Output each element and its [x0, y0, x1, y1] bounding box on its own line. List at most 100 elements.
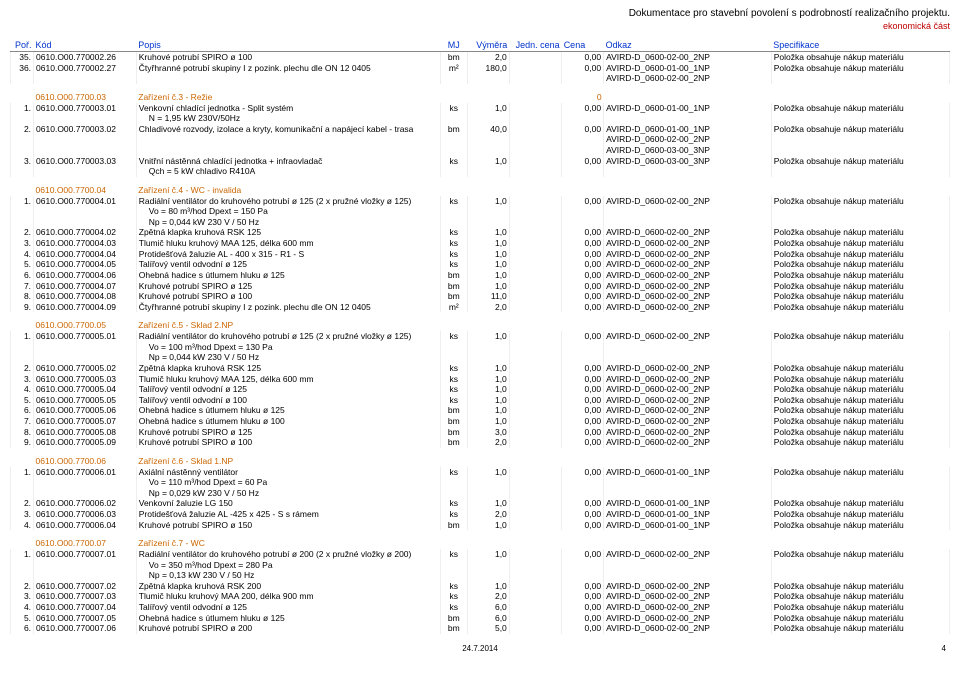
row-por: 7.	[11, 281, 34, 292]
row-cena: 0,00	[562, 602, 604, 613]
row-sub: Vo = 80 m³/hod Dpext = 150 Pa	[136, 206, 440, 217]
table-row: Qch = 5 kW chladivo R410A	[11, 166, 950, 177]
row-vym: 1,0	[467, 156, 509, 167]
row-por: 3.	[11, 509, 34, 520]
section-cena	[562, 538, 604, 549]
row-odkaz: AVIRD-D_0600-02-00_2NP	[604, 281, 772, 292]
row-vym: 1,0	[467, 270, 509, 281]
row-vym: 1,0	[467, 103, 509, 114]
row-mj: ks	[440, 331, 467, 342]
row-mj: bm	[440, 52, 467, 63]
section-kod: 0610.O00.7700.06	[34, 456, 137, 467]
row-kod: 0610.O00.770006.02	[34, 498, 137, 509]
row-kod: 0610.O00.770004.06	[34, 270, 137, 281]
row-vym: 1,0	[467, 467, 509, 478]
table-row: 0610.O00.7700.07Zařízení č.7 - WC	[11, 538, 950, 549]
row-por: 2.	[11, 227, 34, 238]
row-kod: 0610.O00.770003.03	[34, 156, 137, 167]
table-row: 5.0610.O00.770004.05Talířový ventil odvo…	[11, 259, 950, 270]
section-kod: 0610.O00.7700.07	[34, 538, 137, 549]
section-popis: Zařízení č.6 - Sklad 1.NP	[136, 456, 440, 467]
col-vym: Výměra	[467, 39, 509, 52]
row-spec: Položka obsahuje nákup materiálu	[771, 270, 949, 281]
row-odkaz	[604, 560, 772, 571]
row-cena: 0,00	[562, 591, 604, 602]
table-row	[11, 84, 950, 92]
row-spec: Položka obsahuje nákup materiálu	[771, 613, 949, 624]
row-mj: bm	[440, 124, 467, 135]
row-odkaz: AVIRD-D_0600-02-00_2NP	[604, 384, 772, 395]
row-por: 7.	[11, 416, 34, 427]
table-row: 2.0610.O00.770006.02Venkovní žaluzie LG …	[11, 498, 950, 509]
row-por: 2.	[11, 363, 34, 374]
footer-page: 4	[942, 644, 946, 653]
row-popis: Čtyřhranné potrubí skupiny I z pozink. p…	[136, 302, 440, 313]
table-row: 6.0610.O00.770007.06Kruhové potrubí SPIR…	[11, 623, 950, 634]
row-cena: 0,00	[562, 227, 604, 238]
row-popis: Kruhové potrubí SPIRO ø 125	[136, 427, 440, 438]
row-vym: 1,0	[467, 238, 509, 249]
row-cena: 0,00	[562, 302, 604, 313]
row-por: 6.	[11, 623, 34, 634]
row-popis: Protidešťová žaluzie AL -425 x 425 - S s…	[136, 509, 440, 520]
table-row: 9.0610.O00.770005.09Kruhové potrubí SPIR…	[11, 437, 950, 448]
row-odkaz: AVIRD-D_0600-01-00_1NP	[604, 103, 772, 114]
row-mj: ks	[440, 374, 467, 385]
row-vym: 1,0	[467, 549, 509, 560]
table-row: 1.0610.O00.770003.01Venkovní chladící je…	[11, 103, 950, 114]
row-vym: 180,0	[467, 63, 509, 74]
row-kod: 0610.O00.770002.27	[34, 63, 137, 74]
row-mj: ks	[440, 602, 467, 613]
row-spec: Položka obsahuje nákup materiálu	[771, 124, 949, 135]
row-spec: Položka obsahuje nákup materiálu	[771, 384, 949, 395]
row-popis: Radiální ventilátor do kruhového potrubí…	[136, 331, 440, 342]
table-row: AVIRD-D_0600-02-00_2NP	[11, 134, 950, 145]
row-odkaz: AVIRD-D_0600-02-00_2NP	[604, 259, 772, 270]
row-kod: 0610.O00.770004.08	[34, 291, 137, 302]
row-cena: 0,00	[562, 63, 604, 74]
row-por: 3.	[11, 374, 34, 385]
row-mj: ks	[440, 103, 467, 114]
col-por: Poř.	[11, 39, 34, 52]
row-cena: 0,00	[562, 427, 604, 438]
row-cena: 0,00	[562, 331, 604, 342]
table-row: 0610.O00.7700.03Zařízení č.3 - Režie0	[11, 92, 950, 103]
row-kod: 0610.O00.770004.05	[34, 259, 137, 270]
table-row: 7.0610.O00.770005.07Ohebná hadice s útlu…	[11, 416, 950, 427]
row-por: 9.	[11, 302, 34, 313]
row-cena: 0,00	[562, 103, 604, 114]
row-vym: 40,0	[467, 124, 509, 135]
table-row: 0610.O00.7700.06Zařízení č.6 - Sklad 1.N…	[11, 456, 950, 467]
row-popis: Tlumič hluku kruhový MAA 125, délka 600 …	[136, 238, 440, 249]
row-por: 1.	[11, 103, 34, 114]
row-por: 6.	[11, 270, 34, 281]
table-row: Vo = 80 m³/hod Dpext = 150 Pa	[11, 206, 950, 217]
col-jc: Jedn. cena	[509, 39, 561, 52]
row-por: 5.	[11, 613, 34, 624]
row-kod: 0610.O00.770003.02	[34, 124, 137, 135]
row-spec: Položka obsahuje nákup materiálu	[771, 196, 949, 207]
row-mj: ks	[440, 395, 467, 406]
table-row: 4.0610.O00.770005.04Talířový ventil odvo…	[11, 384, 950, 395]
row-vym: 5,0	[467, 623, 509, 634]
row-odkaz: AVIRD-D_0600-02-00_2NP	[604, 270, 772, 281]
row-sub: Np = 0,13 kW 230 V / 50 Hz	[136, 570, 440, 581]
row-cena: 0,00	[562, 52, 604, 63]
row-odkaz: AVIRD-D_0600-01-00_1NP	[604, 498, 772, 509]
table-row: 2.0610.O00.770007.02Zpětná klapka kruhov…	[11, 581, 950, 592]
col-odkaz: Odkaz	[604, 39, 772, 52]
row-odkaz	[604, 570, 772, 581]
row-sub: Np = 0,029 kW 230 V / 50 Hz	[136, 488, 440, 499]
row-mj: ks	[440, 581, 467, 592]
row-mj: bm	[440, 437, 467, 448]
row-vym: 1,0	[467, 416, 509, 427]
row-kod: 0610.O00.770007.04	[34, 602, 137, 613]
row-cena: 0,00	[562, 291, 604, 302]
row-popis: Zpětná klapka kruhová RSK 125	[136, 227, 440, 238]
row-cena: 0,00	[562, 467, 604, 478]
row-popis: Venkovní žaluzie LG 150	[136, 498, 440, 509]
row-por: 2.	[11, 498, 34, 509]
row-kod: 0610.O00.770004.01	[34, 196, 137, 207]
row-vym: 1,0	[467, 395, 509, 406]
row-por: 8.	[11, 427, 34, 438]
